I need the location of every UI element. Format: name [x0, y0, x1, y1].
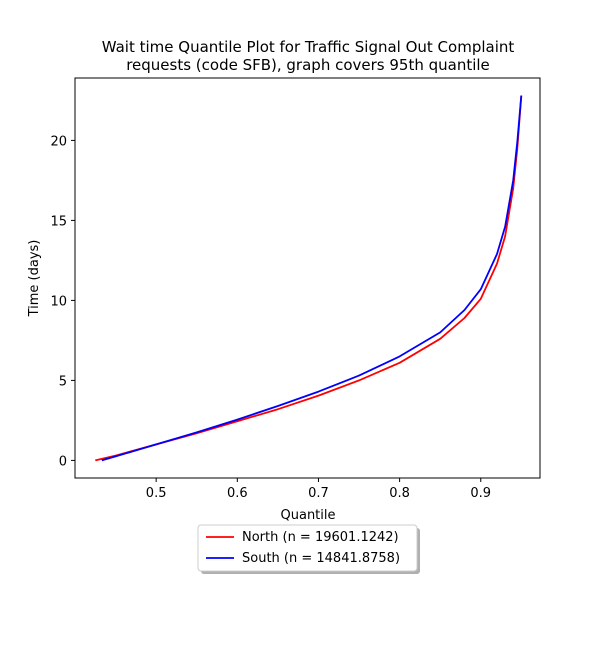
x-tick-label: 0.9: [470, 486, 491, 501]
y-tick-label: 15: [50, 214, 67, 229]
x-tick-label: 0.5: [146, 486, 167, 501]
chart-title-line-2: requests (code SFB), graph covers 95th q…: [126, 56, 490, 74]
y-tick-label: 10: [50, 294, 67, 309]
legend-label-south: South (n = 14841.8758): [242, 551, 400, 566]
x-axis: 0.5 0.6 0.7 0.8 0.9: [146, 478, 491, 501]
y-axis: 0 5 10 15 20: [50, 134, 75, 469]
legend-label-north: North (n = 19601.1242): [242, 530, 399, 545]
x-tick-label: 0.6: [227, 486, 248, 501]
x-tick-label: 0.7: [308, 486, 329, 501]
y-tick-label: 5: [59, 374, 67, 389]
y-tick-label: 0: [59, 454, 67, 469]
legend-box: [197, 524, 418, 572]
chart-title-line-1: Wait time Quantile Plot for Traffic Sign…: [102, 38, 515, 56]
x-axis-label: Quantile: [281, 508, 336, 523]
legend: North (n = 19601.1242) South (n = 14841.…: [197, 524, 420, 574]
series-lines: [95, 95, 523, 462]
x-tick-label: 0.8: [389, 486, 410, 501]
y-tick-label: 20: [50, 134, 67, 149]
series-line-south: [101, 95, 523, 462]
y-axis-label: Time (days): [27, 240, 42, 318]
plot-area: [74, 77, 541, 479]
